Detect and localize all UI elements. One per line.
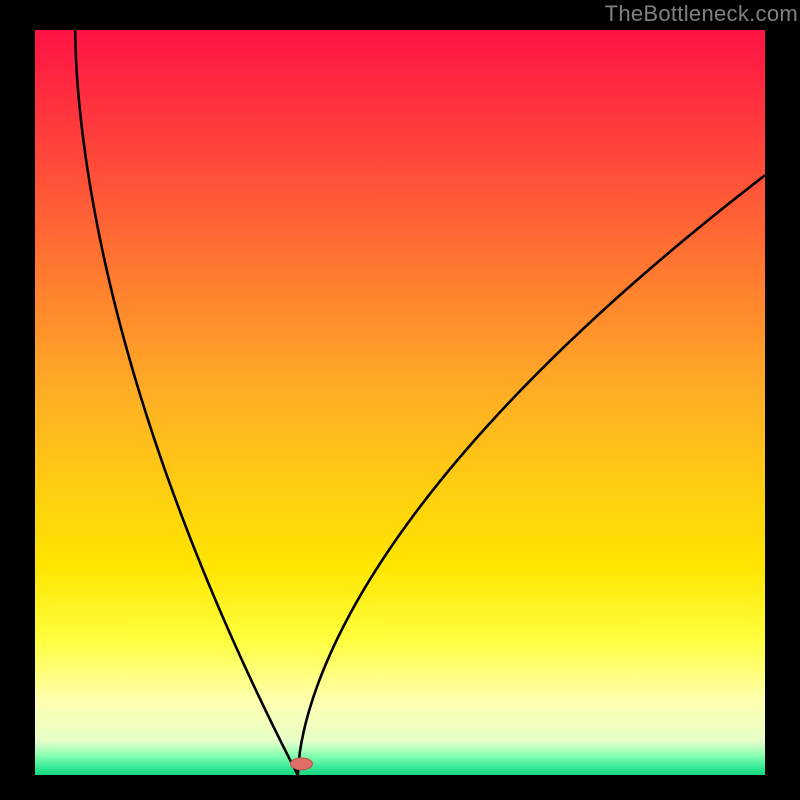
- chart-frame: TheBottleneck.com: [0, 0, 800, 800]
- plot-area: [35, 30, 765, 775]
- plot-svg: [35, 30, 765, 775]
- plot-background: [35, 30, 765, 775]
- watermark-text: TheBottleneck.com: [605, 0, 800, 28]
- vertex-marker: [290, 758, 312, 770]
